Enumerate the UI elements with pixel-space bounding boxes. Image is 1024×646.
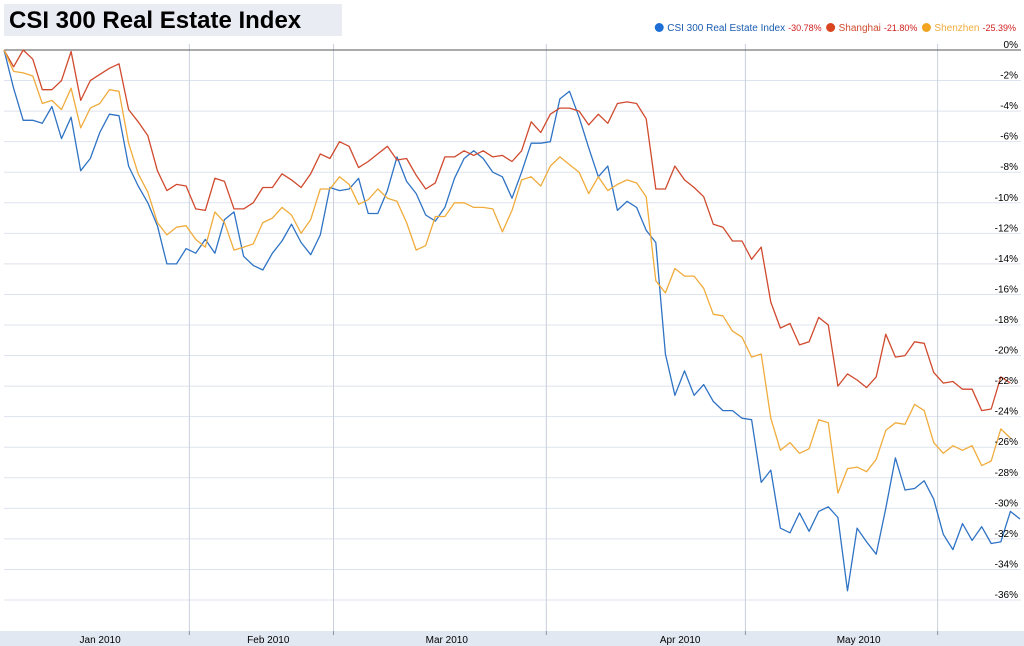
x-tick-label: Jan 2010 — [80, 635, 122, 646]
legend-swatch — [826, 23, 836, 32]
y-tick-label: -20% — [995, 346, 1018, 357]
x-tick-label: Mar 2010 — [426, 635, 469, 646]
series-line-1 — [3, 49, 1021, 592]
y-tick-label: 0% — [1004, 40, 1019, 51]
legend-label: CSI 300 Real Estate Index — [667, 23, 785, 34]
legend-label: Shenzhen — [934, 23, 979, 34]
x-axis: Jan 2010 Feb 2010 Mar 2010 Apr 2010 May 2010 — [0, 631, 1024, 646]
y-tick-label: -32% — [995, 529, 1018, 540]
x-tick-label: Apr 2010 — [660, 635, 701, 646]
gridlines — [4, 44, 1021, 631]
y-tick-label: -14% — [995, 254, 1018, 265]
legend-value: -25.39% — [982, 23, 1016, 33]
title-background — [4, 4, 342, 36]
legend: -25.39%Shenzhen -21.80%Shanghai -30.78%CSI… — [654, 23, 1016, 34]
y-tick-label: -24% — [995, 407, 1018, 418]
series-line-2 — [3, 49, 1011, 412]
legend-swatch — [654, 23, 664, 32]
plot-area — [4, 44, 1021, 631]
y-tick-label: -8% — [1000, 162, 1018, 173]
chart-title: CSI 300 Real Estate Index — [9, 7, 302, 34]
y-tick-label: -26% — [995, 437, 1018, 448]
y-axis: 0% -2% -4% -6% -8% -10% -12% -14% -16% -18% -20% -2… — [995, 40, 1018, 601]
y-tick-label: -30% — [995, 498, 1018, 509]
series-lines — [3, 49, 1021, 592]
y-tick-label: -2% — [1000, 71, 1018, 82]
plot-background — [4, 44, 1021, 631]
legend-value: -21.80% — [884, 23, 918, 33]
series-line-3 — [3, 49, 1011, 494]
y-tick-label: -28% — [995, 468, 1018, 479]
y-tick-label: -6% — [1000, 132, 1018, 143]
x-tick-label: May 2010 — [837, 635, 881, 646]
y-tick-label: -18% — [995, 315, 1018, 326]
y-tick-label: -10% — [995, 193, 1018, 204]
chart-title-box: CSI 300 Real Estate Index — [4, 4, 342, 36]
y-tick-label: -22% — [995, 376, 1018, 387]
legend-label: Shanghai — [839, 23, 881, 34]
y-tick-label: -4% — [1000, 101, 1018, 112]
x-tick-label: Feb 2010 — [247, 635, 290, 646]
y-tick-label: -34% — [995, 559, 1018, 570]
y-tick-label: -16% — [995, 284, 1018, 295]
y-tick-label: -12% — [995, 223, 1018, 234]
legend-value: -30.78% — [788, 23, 822, 33]
x-axis-band — [0, 631, 1024, 646]
y-tick-label: -36% — [995, 590, 1018, 601]
legend-swatch — [921, 23, 931, 32]
